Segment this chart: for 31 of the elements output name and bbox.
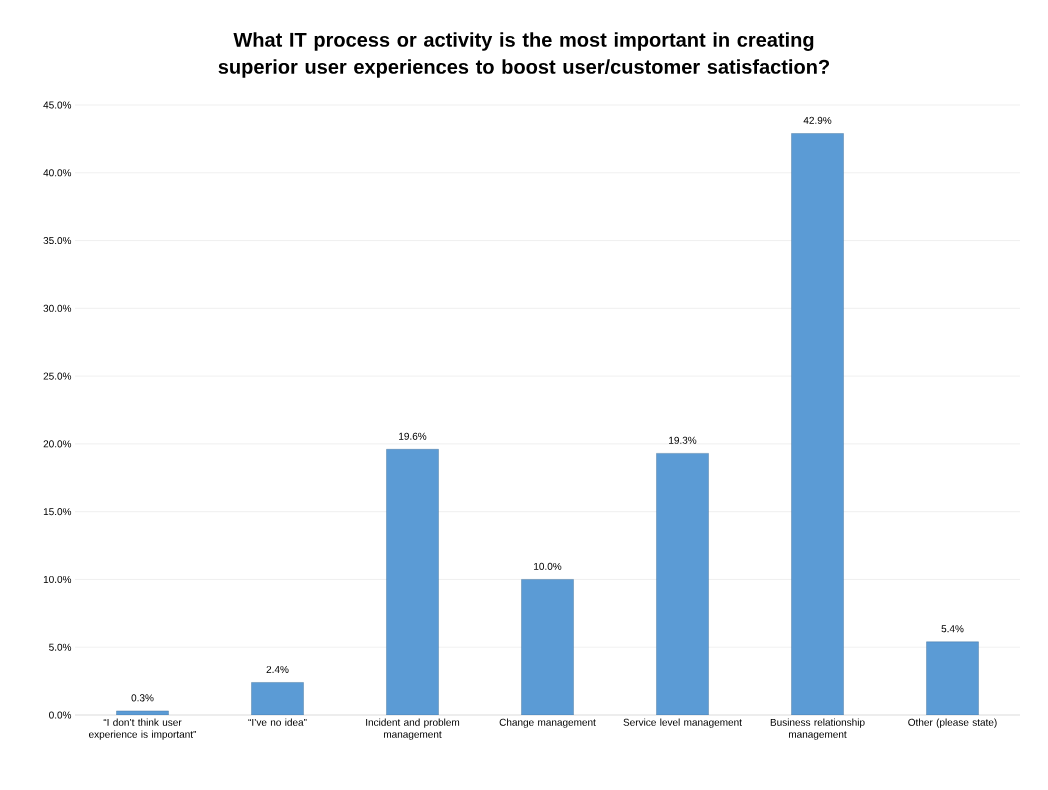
data-label: 2.4%	[266, 665, 289, 673]
x-tick-label: Other (please state)	[908, 718, 997, 728]
x-tick-label: “I’ve no idea”	[248, 718, 307, 726]
data-label: 19.3%	[669, 436, 697, 444]
chart-title: What IT process or activity is the most important in creating superior user experiences to boost user/customer satisfaction?	[218, 32, 829, 78]
y-tick-label: 0.0%	[49, 711, 72, 719]
y-tick-label: 10.0%	[43, 575, 72, 583]
bar	[251, 682, 304, 715]
x-tick-label: Service level management	[623, 718, 742, 728]
x-tick-label: Change management	[499, 718, 596, 728]
data-label: 10.0%	[534, 562, 562, 570]
y-tick-label: 20.0%	[43, 440, 72, 448]
x-tick-label: “I don’t think user experience is important”	[89, 718, 197, 740]
data-label: 42.9%	[803, 116, 832, 124]
data-label: 5.4%	[941, 625, 964, 633]
bar	[926, 641, 979, 715]
y-tick-label: 5.0%	[49, 643, 72, 651]
y-tick-label: 40.0%	[43, 169, 72, 177]
y-tick-label: 30.0%	[43, 304, 72, 312]
bar	[656, 453, 709, 715]
y-tick-label: 25.0%	[43, 372, 72, 380]
bar	[791, 133, 844, 715]
x-tick-label: Business relationship management	[770, 718, 865, 740]
y-tick-label: 15.0%	[43, 508, 72, 516]
bar	[386, 449, 439, 715]
y-tick-label: 45.0%	[43, 101, 72, 109]
x-tick-label: Incident and problem management	[366, 718, 460, 740]
y-tick-label: 35.0%	[43, 237, 72, 245]
data-label: 19.6%	[399, 432, 427, 440]
data-label: 0.3%	[131, 694, 154, 702]
bar	[521, 579, 574, 715]
